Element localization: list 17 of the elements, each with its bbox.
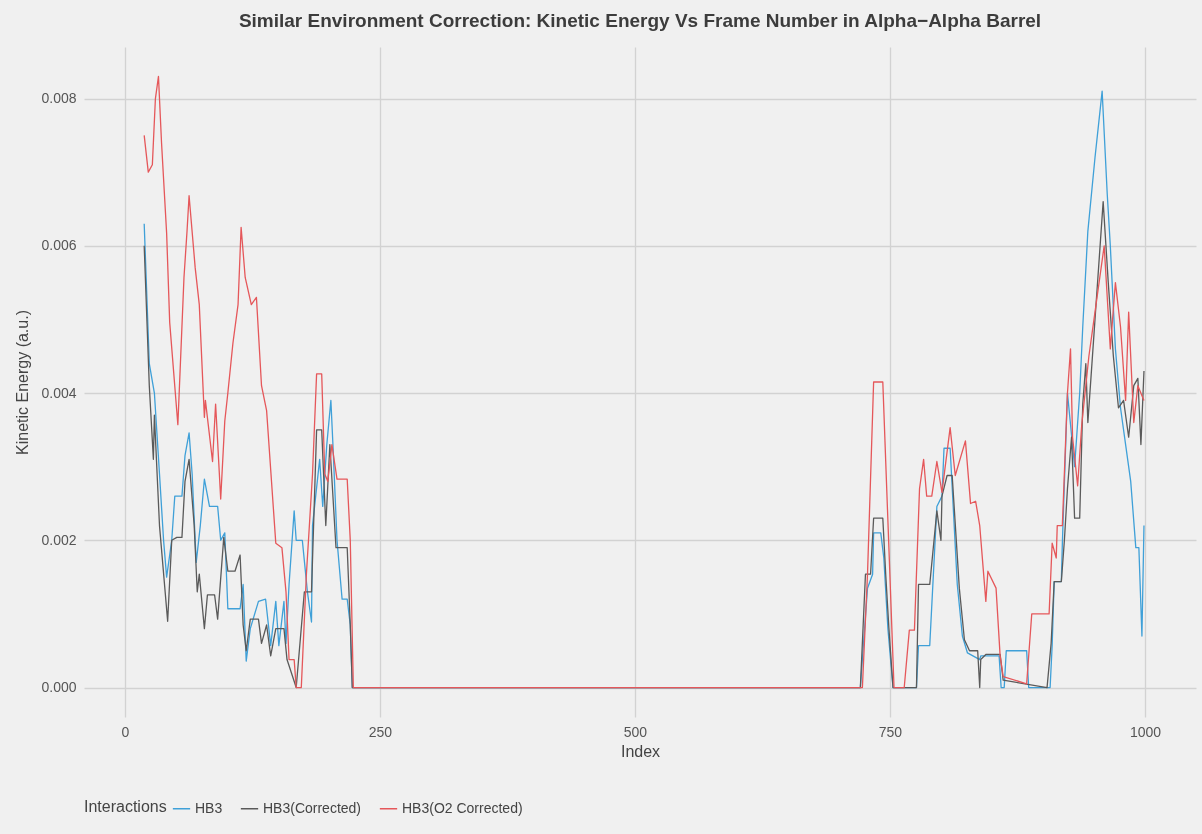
y-tick-label: 0.008	[41, 90, 77, 107]
y-tick-label: 0.004	[41, 384, 77, 401]
y-axis-title: Kinetic Energy (a.u.)	[14, 310, 32, 455]
y-tick-label: 0.002	[41, 531, 77, 548]
legend-label: HB3(O2 Corrected)	[402, 799, 523, 816]
x-tick-label: 500	[623, 723, 648, 740]
legend-label: HB3(Corrected)	[263, 799, 362, 816]
y-tick-label: 0.006	[41, 237, 77, 254]
x-tick-label: 250	[368, 723, 393, 740]
legend-label: HB3	[195, 799, 223, 816]
x-tick-label: 750	[878, 723, 903, 740]
x-tick-label: 0	[121, 723, 130, 740]
legend-title: Interactions	[84, 798, 167, 815]
x-tick-label: 1000	[1129, 723, 1162, 740]
chart-title: Similar Environment Correction: Kinetic Energy Vs Frame Number in Alpha−Alpha Barrel	[238, 10, 1042, 31]
x-axis-title: Index	[620, 742, 661, 760]
y-tick-label: 0.000	[41, 679, 77, 696]
